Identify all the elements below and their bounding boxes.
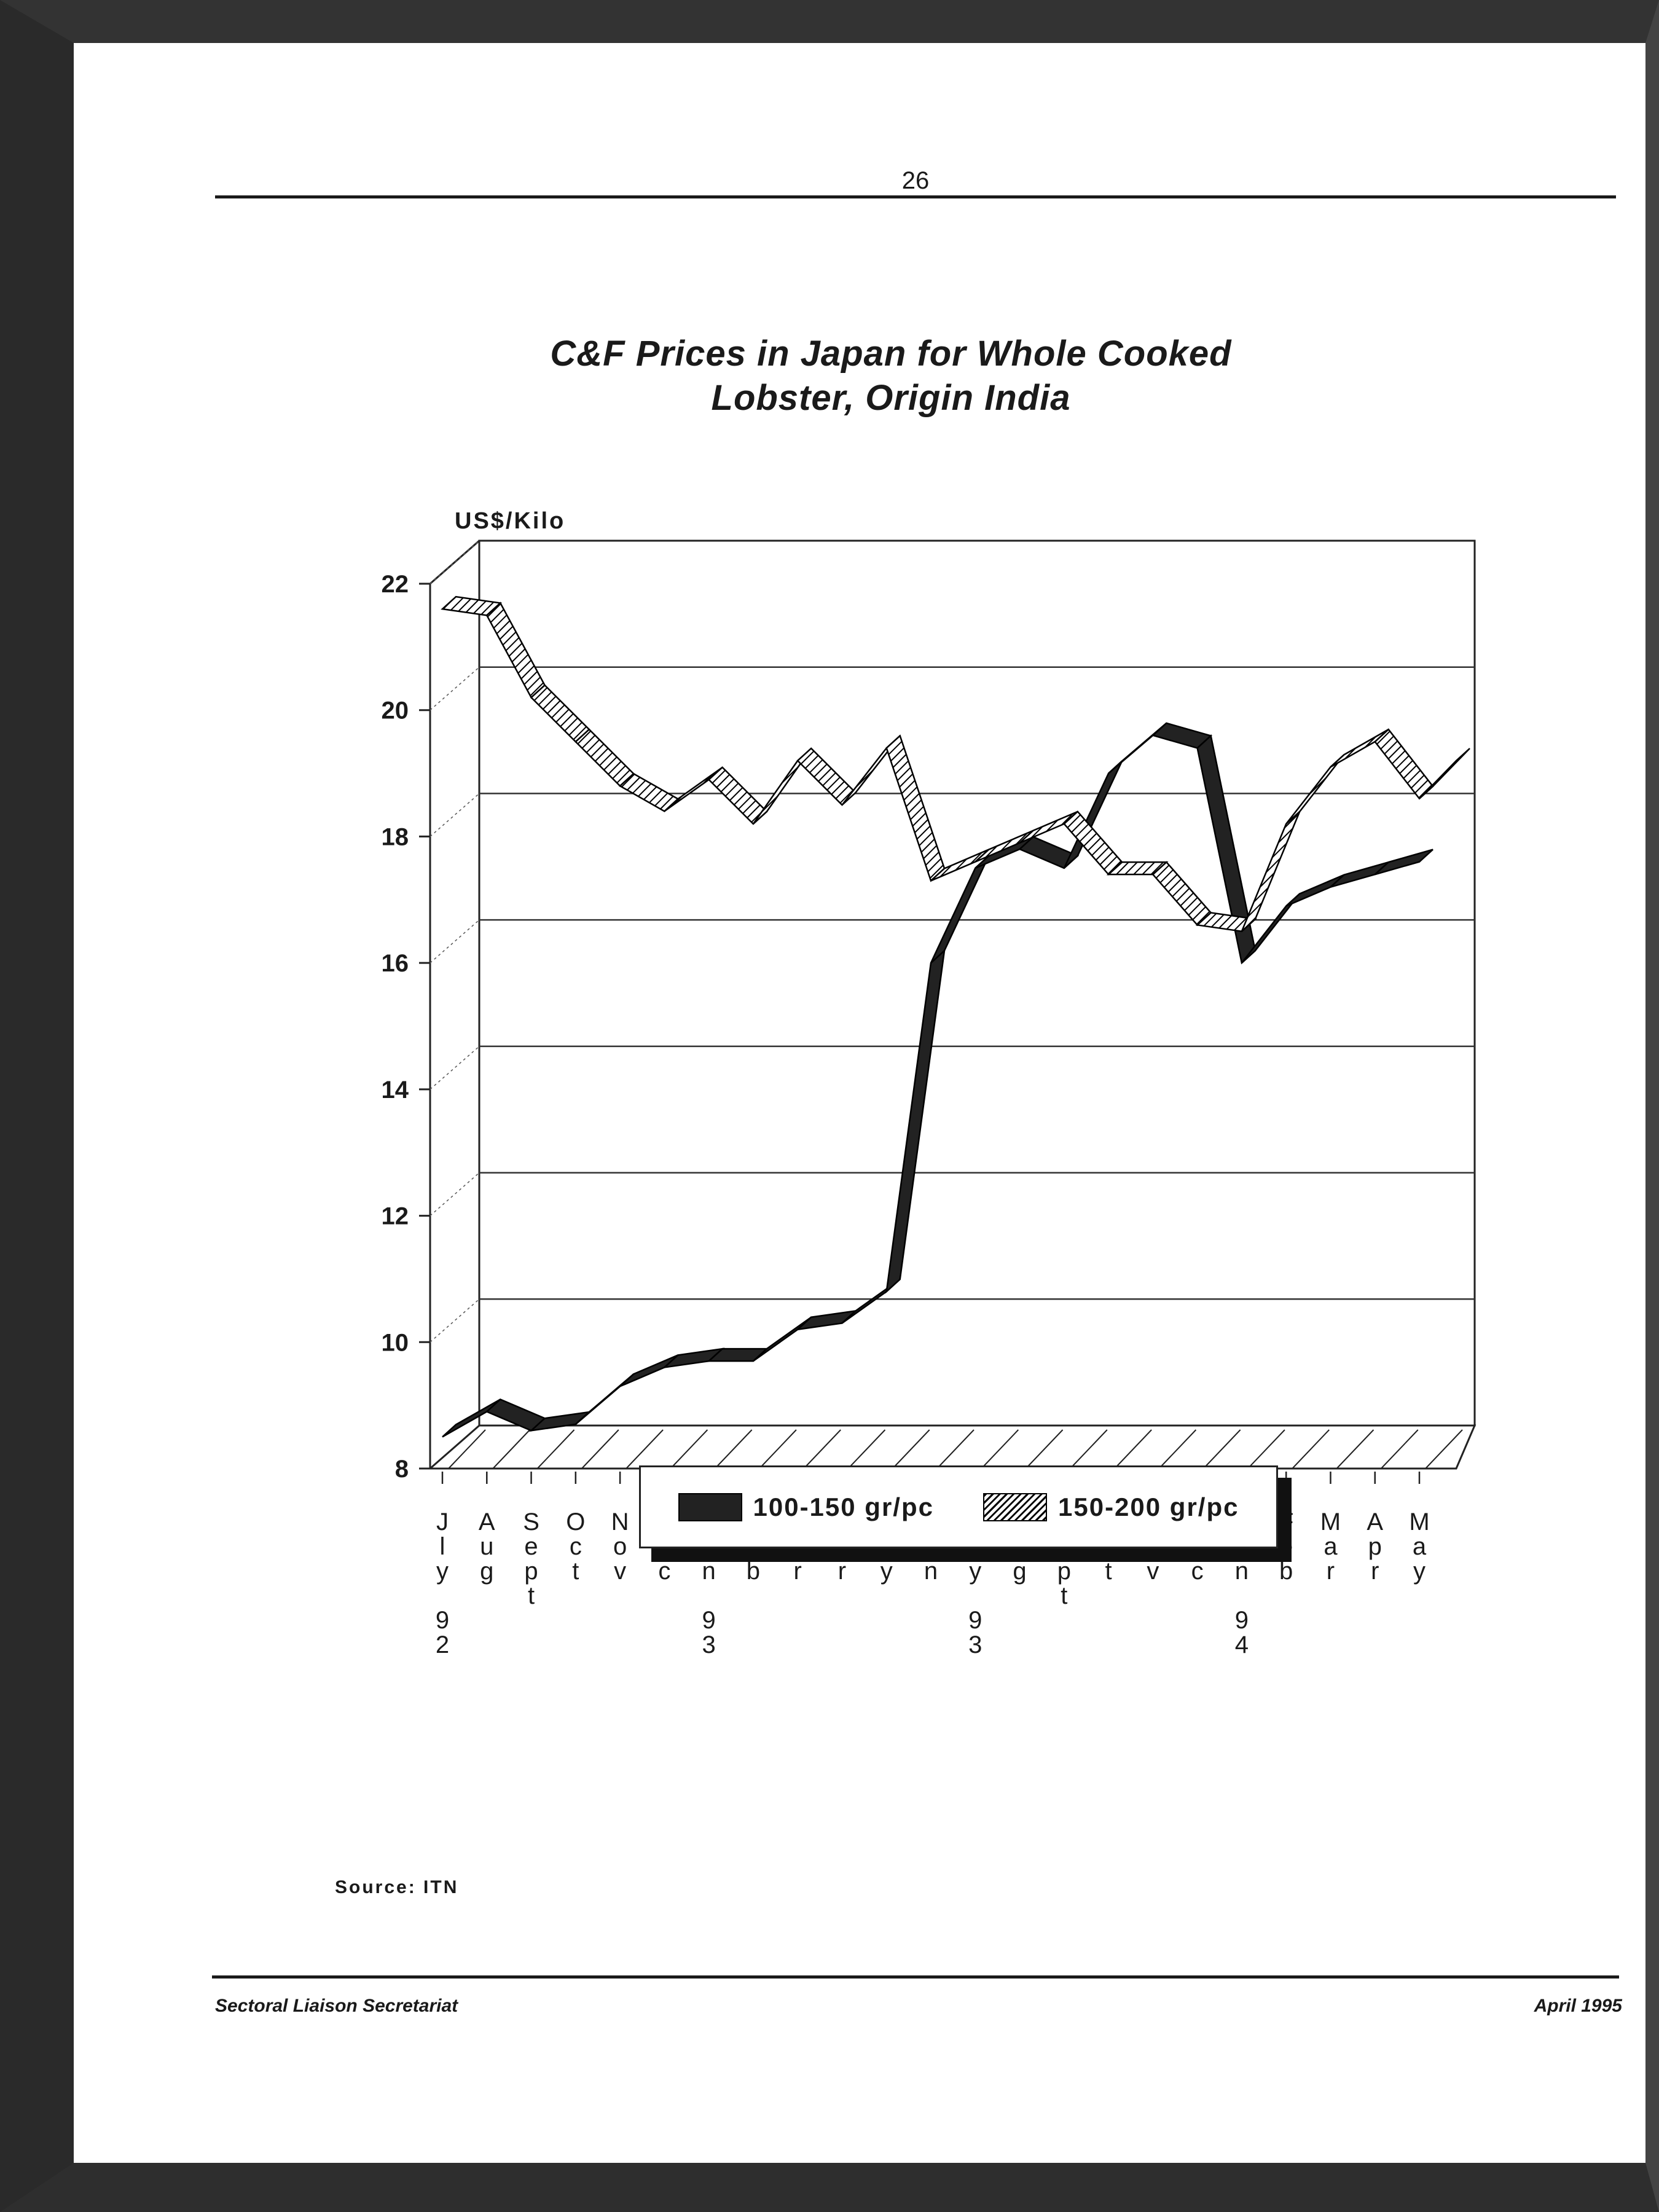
- floor-grid-line: [1202, 1429, 1241, 1469]
- wall-edge: [429, 539, 480, 585]
- series-150-200-segment: [485, 602, 546, 699]
- y-tick-label: 8: [395, 1456, 409, 1483]
- floor-grid-line: [936, 1429, 975, 1469]
- floor-grid-line: [492, 1429, 530, 1469]
- floor-grid-line: [1025, 1429, 1064, 1469]
- floor-grid-line: [1336, 1429, 1375, 1469]
- series-100-150-segment: [1374, 849, 1433, 876]
- chart-plot: 8 10 12 14 16 18 20 22 US$/Kilo J l y 9 2 A u g S e p t O c t N…: [382, 508, 1477, 1658]
- series-150-200-segment: [664, 766, 723, 812]
- floor-grid-line: [1425, 1429, 1463, 1469]
- series-150-200-segment: [1374, 728, 1434, 800]
- floor-grid-line: [581, 1429, 619, 1469]
- legend-label: 100-150 gr/pc: [753, 1492, 934, 1521]
- y-tick-label: 10: [382, 1329, 409, 1356]
- series-100-150-segment: [1330, 861, 1389, 888]
- footer-date: April 1995: [1534, 1996, 1622, 2016]
- floor-grid-line: [1381, 1429, 1419, 1469]
- legend-item-150-200: 150-200 gr/pc: [983, 1492, 1239, 1522]
- series-150-200-segment: [707, 766, 768, 825]
- footer-rule: [212, 1975, 1619, 1979]
- y-tick-label: 18: [382, 823, 409, 850]
- series-150-200-segment: [1419, 748, 1470, 799]
- series-100-150-segment: [619, 1354, 679, 1387]
- floor-grid-line: [759, 1429, 797, 1469]
- series-100-150-segment: [753, 1316, 812, 1362]
- series-150-200-segment: [796, 747, 857, 806]
- legend-label: 150-200 gr/pc: [1058, 1492, 1239, 1521]
- y-tick-label: 20: [382, 697, 409, 724]
- series-150-200-segment: [1241, 810, 1301, 932]
- floor-grid-line: [1247, 1429, 1285, 1469]
- gridline-depth: [429, 1298, 480, 1343]
- floor-grid-line: [981, 1429, 1019, 1469]
- legend-item-100-150: 100-150 gr/pc: [678, 1492, 935, 1522]
- floor-grid-line: [1114, 1429, 1152, 1469]
- series-150-200-segment: [530, 684, 590, 743]
- floor-grid-line: [714, 1429, 753, 1469]
- floor-grid-line: [1292, 1429, 1330, 1469]
- header-rule: [215, 195, 1616, 198]
- legend-swatch-dark: [678, 1492, 742, 1521]
- gridline-depth: [429, 1172, 480, 1217]
- series-150-200-segment: [885, 734, 946, 882]
- floor-grid-line: [803, 1429, 841, 1469]
- series-150-200-segment: [575, 728, 635, 787]
- series-100-150-segment: [885, 948, 946, 1294]
- chart-title-line-2: Lobster, Origin India: [711, 378, 1071, 418]
- page-number: 26: [901, 167, 930, 194]
- chart-title-line-1: C&F Prices in Japan for Whole Cooked: [550, 334, 1232, 374]
- series-150-200-segment: [1151, 861, 1212, 927]
- gridline-depth: [429, 1046, 480, 1090]
- floor-grid-line: [670, 1429, 708, 1469]
- y-tick-label: 16: [382, 950, 409, 977]
- chart-legend: 100-150 gr/pc 150-200 gr/pc: [639, 1465, 1278, 1548]
- gridline-depth: [429, 793, 480, 837]
- chart-back-wall: [478, 539, 1476, 1427]
- chart-floor: [428, 1424, 1477, 1470]
- series-100-150-segment: [1285, 874, 1345, 907]
- floor-grid-line: [892, 1429, 930, 1469]
- chart-title: C&F Prices in Japan for Whole Cooked Lob…: [430, 332, 1352, 420]
- floor-grid-line: [626, 1429, 664, 1469]
- gridline-depth: [429, 667, 480, 711]
- floor-grid-line: [536, 1429, 575, 1469]
- series-150-200-segment: [618, 772, 680, 812]
- floor-grid-line: [1158, 1429, 1197, 1469]
- gridline-depth: [429, 919, 480, 963]
- y-tick-label: 22: [382, 571, 409, 598]
- floor-grid-line: [448, 1429, 486, 1469]
- y-tick-label: 14: [382, 1077, 409, 1104]
- y-tick-label: 12: [382, 1203, 409, 1230]
- floor-grid-line: [1070, 1429, 1108, 1469]
- footer-organization: Sectoral Liaison Secretariat: [215, 1996, 458, 2016]
- legend-swatch-hatched: [983, 1492, 1047, 1521]
- source-note: Source: ITN: [335, 1877, 459, 1897]
- y-axis-label: US$/Kilo: [455, 508, 565, 534]
- floor-grid-line: [847, 1429, 886, 1469]
